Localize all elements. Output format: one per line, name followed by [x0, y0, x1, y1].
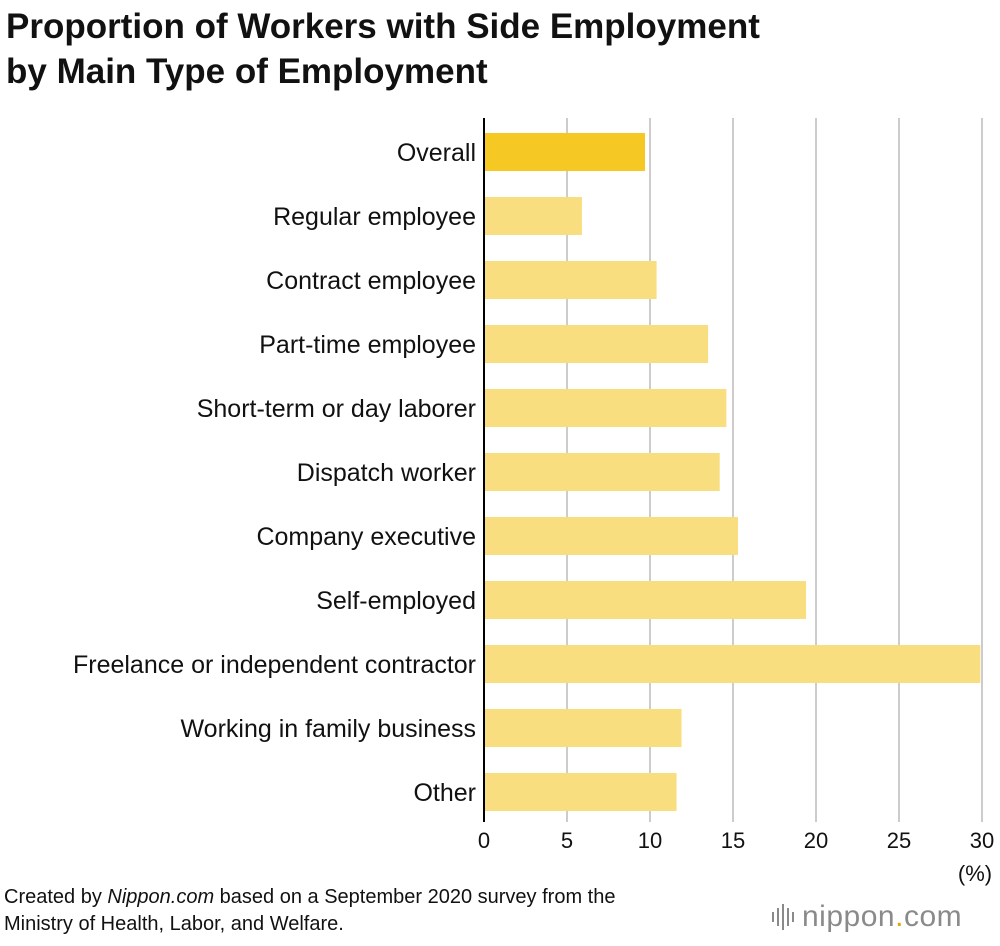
source-brand: Nippon.com	[107, 886, 215, 908]
category-label-7: Self-employed	[316, 587, 476, 615]
bar-2	[484, 261, 657, 299]
logo-tld: com	[903, 900, 963, 933]
x-tick-labels: 0 5 10 15 20 25 30	[478, 828, 994, 853]
bar-3	[484, 325, 709, 363]
bar-7	[484, 581, 807, 619]
title-line-1: Proportion of Workers with Side Employme…	[6, 7, 760, 46]
category-label-6: Company executive	[256, 523, 476, 551]
source-line-2: Ministry of Health, Labor, and Welfare.	[4, 913, 344, 935]
source-line-1: Created by Nippon.com based on a Septemb…	[4, 884, 764, 911]
category-label-3: Part-time employee	[259, 331, 476, 359]
logo-dot: .	[895, 900, 904, 933]
x-tick-label-5: 5	[561, 828, 573, 853]
source-note: Created by Nippon.com based on a Septemb…	[4, 884, 764, 938]
x-tick-label-0: 0	[478, 828, 490, 853]
category-label-1: Regular employee	[273, 203, 476, 231]
bar-10	[484, 773, 677, 811]
category-label-5: Dispatch worker	[297, 459, 476, 487]
x-tick-label-20: 20	[804, 828, 828, 853]
bar-9	[484, 709, 682, 747]
x-axis-unit: (%)	[958, 861, 992, 886]
bar-0	[484, 133, 646, 171]
source-prefix: Created by	[4, 886, 108, 908]
title-line-2: by Main Type of Employment	[6, 52, 488, 91]
category-label-10: Other	[413, 779, 476, 807]
bar-4	[484, 389, 727, 427]
category-label-8: Freelance or independent contractor	[73, 651, 476, 679]
category-label-0: Overall	[397, 139, 476, 167]
category-labels: Overall Regular employee Contract employee…	[73, 139, 476, 807]
nippon-logo: nippon.com	[772, 897, 962, 937]
bars	[484, 133, 981, 811]
sound-wave-icon	[772, 904, 794, 930]
chart-title: Proportion of Workers with Side Employme…	[6, 4, 966, 94]
bar-8	[484, 645, 981, 683]
category-label-9: Working in family business	[181, 715, 476, 743]
bar-6	[484, 517, 738, 555]
bar-5	[484, 453, 720, 491]
x-tick-label-25: 25	[887, 828, 911, 853]
category-label-4: Short-term or day laborer	[197, 395, 476, 423]
x-tick-label-30: 30	[970, 828, 994, 853]
x-tick-label-15: 15	[721, 828, 745, 853]
x-tick-label-10: 10	[638, 828, 662, 853]
category-label-2: Contract employee	[266, 267, 476, 295]
source-rest: based on a September 2020 survey from th…	[214, 886, 616, 908]
bar-1	[484, 197, 582, 235]
logo-name: nippon	[802, 900, 896, 933]
